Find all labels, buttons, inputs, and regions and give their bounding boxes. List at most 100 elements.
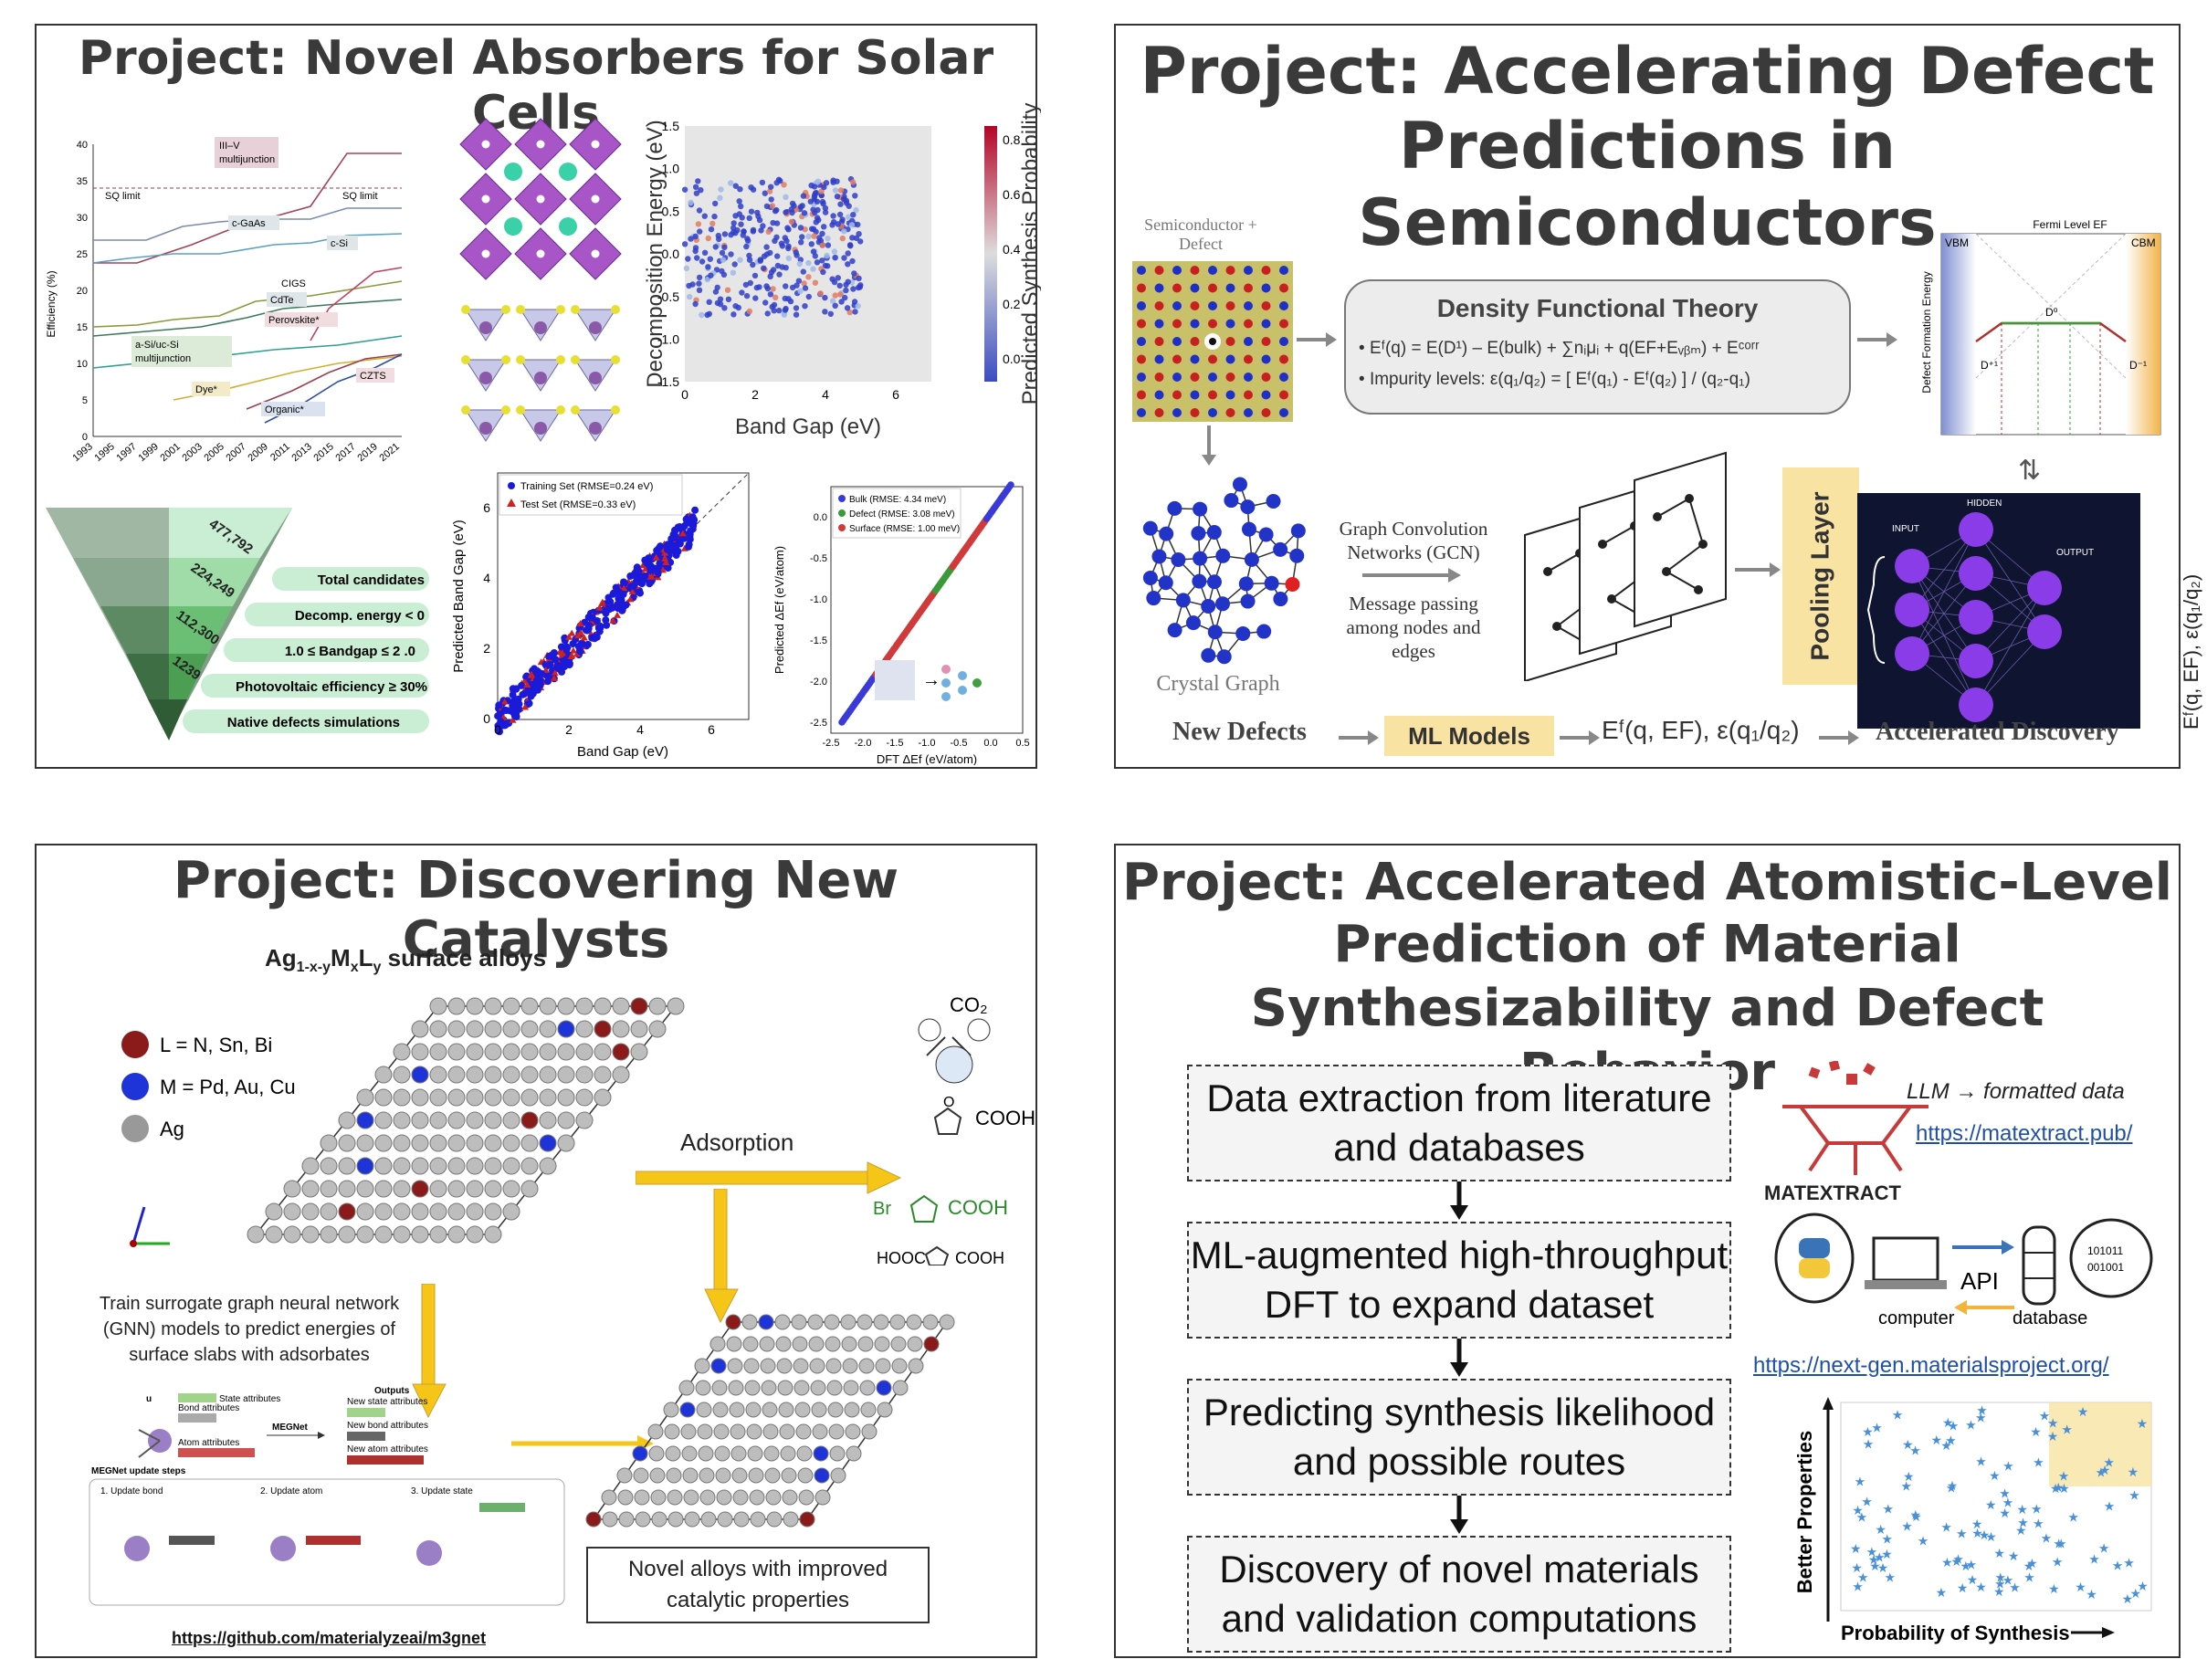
efficiency-ytick: 0 bbox=[82, 432, 88, 443]
funnel-label-4: Photovoltaic efficiency ≥ 30% bbox=[236, 679, 427, 695]
ag-atom bbox=[713, 1423, 730, 1440]
data-point bbox=[822, 309, 828, 315]
data-point bbox=[787, 298, 794, 305]
ag-atom bbox=[484, 1134, 502, 1152]
parity2-ytick: -1.0 bbox=[810, 594, 827, 605]
lattice-atom bbox=[1208, 354, 1217, 364]
legend-L: L = N, Sn, Bi bbox=[160, 1034, 272, 1056]
ag-atom bbox=[715, 1467, 731, 1484]
funnel-label-3: 1.0 ≤ Bandgap ≤ 2 .0 bbox=[285, 644, 415, 659]
atom bbox=[461, 305, 470, 314]
data-point bbox=[731, 261, 738, 268]
candidate-star: ★ bbox=[1995, 1570, 2007, 1585]
test-point bbox=[620, 584, 628, 592]
ag-atom bbox=[447, 1088, 466, 1107]
test-point bbox=[574, 632, 583, 639]
test-point bbox=[576, 620, 584, 627]
scatter-xtick: 2 bbox=[751, 387, 759, 402]
data-point bbox=[698, 187, 704, 194]
candidate-star: ★ bbox=[1985, 1529, 1997, 1544]
candidate-star: ★ bbox=[2112, 1559, 2124, 1573]
train-point bbox=[627, 583, 635, 591]
m3gnet-link[interactable]: https://github.com/materialyzeai/m3gnet bbox=[172, 1629, 487, 1647]
ag-atom bbox=[727, 1358, 743, 1374]
data-point bbox=[813, 228, 819, 235]
graph-node bbox=[1215, 596, 1231, 612]
ag-atom bbox=[733, 1511, 750, 1528]
funnel-label-2: Decomp. energy < 0 bbox=[295, 608, 425, 624]
cation-atom bbox=[504, 217, 522, 236]
candidate-star: ★ bbox=[2075, 1580, 2086, 1594]
semiconductor-lattice-image bbox=[1132, 261, 1293, 422]
efficiency-ytick: 5 bbox=[82, 395, 88, 406]
label-c-gaas: c-GaAs bbox=[232, 218, 266, 229]
ag-atom bbox=[666, 1467, 682, 1484]
lattice-atom bbox=[1244, 283, 1253, 293]
m-atom bbox=[814, 1467, 830, 1484]
data-point bbox=[773, 180, 780, 186]
lattice-atom bbox=[1244, 337, 1253, 346]
ag-atom bbox=[502, 1088, 520, 1107]
ag-atom bbox=[826, 1380, 843, 1396]
l-atom bbox=[799, 1511, 815, 1528]
ag-atom bbox=[843, 1380, 859, 1396]
matextract-link[interactable]: https://matextract.pub/ bbox=[1916, 1121, 2133, 1146]
data-point bbox=[843, 197, 850, 204]
lattice-atom bbox=[1190, 373, 1200, 382]
graph-node bbox=[1256, 624, 1272, 639]
candidate-star: ★ bbox=[2077, 1404, 2089, 1419]
arrow-right bbox=[1339, 730, 1379, 745]
ag-atom bbox=[575, 1088, 594, 1107]
candidate-star: ★ bbox=[1952, 1552, 1964, 1567]
graph-node bbox=[1175, 593, 1191, 608]
neuron bbox=[1959, 600, 1993, 635]
data-point bbox=[765, 228, 772, 236]
ag-atom bbox=[301, 1225, 320, 1244]
candidate-star: ★ bbox=[2008, 1549, 2020, 1563]
test-point bbox=[628, 588, 636, 595]
m-atom bbox=[813, 1445, 829, 1462]
ag-atom bbox=[873, 1314, 889, 1330]
ag-atom bbox=[283, 1202, 301, 1221]
efficiency-xtick: 2021 bbox=[377, 441, 401, 464]
efficiency-xtick: 1995 bbox=[92, 441, 116, 464]
candidate-star: ★ bbox=[1979, 1528, 1991, 1542]
ag-atom bbox=[466, 1180, 484, 1198]
candidate-star: ★ bbox=[2017, 1516, 2029, 1530]
ag-atom bbox=[648, 997, 667, 1015]
materialsproject-link[interactable]: https://next-gen.materialsproject.org/ bbox=[1753, 1353, 2109, 1378]
ag-atom bbox=[247, 1225, 265, 1244]
ag-atom bbox=[484, 1020, 502, 1038]
data-point bbox=[688, 236, 694, 242]
ag-atom bbox=[791, 1314, 807, 1330]
train-point bbox=[496, 728, 503, 736]
m-atom bbox=[632, 1445, 648, 1462]
matextract-logo-text: MATEXTRACT bbox=[1764, 1181, 1901, 1204]
lattice-atom bbox=[1154, 337, 1164, 346]
layer-edge bbox=[1688, 498, 1704, 545]
train-point bbox=[636, 589, 644, 597]
ag-atom bbox=[484, 1157, 502, 1175]
train-point bbox=[538, 669, 545, 677]
lattice-atom bbox=[1154, 319, 1164, 329]
candidate-star: ★ bbox=[1857, 1570, 1869, 1584]
ag-atom bbox=[859, 1380, 876, 1396]
funnel-label-5: Native defects simulations bbox=[227, 715, 400, 730]
lattice-atom bbox=[1225, 266, 1235, 275]
data-point bbox=[783, 237, 790, 245]
candidate-star: ★ bbox=[1903, 1469, 1915, 1484]
down-arrow-right bbox=[704, 1189, 739, 1324]
data-point bbox=[736, 198, 742, 205]
graph-node bbox=[1273, 541, 1288, 557]
ag-atom bbox=[630, 1020, 648, 1038]
megnet-state-label: State attributes bbox=[219, 1394, 280, 1404]
candidate-star: ★ bbox=[2002, 1496, 2014, 1510]
ag-atom bbox=[830, 1467, 846, 1484]
fermi-ylabel: Defect Formation Energy bbox=[1920, 271, 1933, 393]
ag-atom bbox=[484, 1088, 502, 1107]
label-sq-limit-left: SQ limit bbox=[105, 191, 141, 202]
l-atom bbox=[585, 1511, 602, 1528]
ag-atom bbox=[557, 997, 575, 1015]
gcn-layer bbox=[1634, 451, 1727, 628]
m-atom bbox=[356, 1111, 374, 1129]
